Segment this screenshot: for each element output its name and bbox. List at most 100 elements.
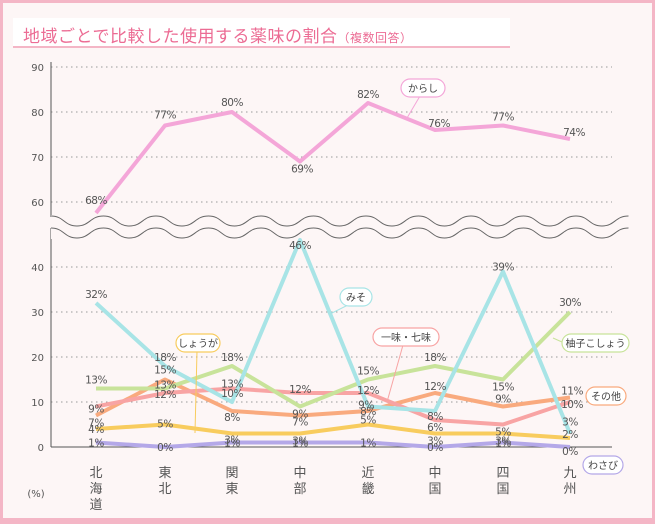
legend-leader-line xyxy=(552,337,563,343)
chart-title: 地域ごとで比較した使用する薬味の割合（複数回答） xyxy=(23,22,413,47)
data-label: 1% xyxy=(88,438,104,450)
x-category-label: 関 xyxy=(225,466,238,481)
data-label: 5% xyxy=(360,415,376,427)
data-label: 30% xyxy=(559,297,581,309)
data-label: 5% xyxy=(495,427,511,439)
x-category-label: 州 xyxy=(563,482,576,497)
title-note: （複数回答） xyxy=(337,31,413,45)
data-label: 13% xyxy=(85,375,107,387)
data-label: 74% xyxy=(563,127,585,139)
data-label: 1% xyxy=(360,438,376,450)
data-label: 13% xyxy=(221,379,243,391)
x-category-label: 北 xyxy=(89,466,102,481)
series-line-わさび xyxy=(95,440,571,449)
data-label: 69% xyxy=(291,164,313,176)
data-label: 12% xyxy=(357,385,379,397)
data-label: 18% xyxy=(154,352,176,364)
data-label: 32% xyxy=(85,289,107,301)
data-label: 15% xyxy=(492,382,514,394)
data-label: 11% xyxy=(561,386,583,398)
x-category-label: 国 xyxy=(428,482,441,497)
legend-callout-一味・七味 xyxy=(372,327,440,347)
x-category-label: 海 xyxy=(89,482,102,497)
data-label: 77% xyxy=(492,112,514,124)
x-category-label: 部 xyxy=(293,482,306,497)
data-label: 3% xyxy=(495,436,511,448)
data-label: 9% xyxy=(495,394,511,406)
axis-break-gap xyxy=(51,215,614,239)
data-label: 12% xyxy=(154,389,176,401)
x-category-label: 国 xyxy=(496,482,509,497)
legend-label: みそ xyxy=(346,292,366,304)
data-label: 39% xyxy=(492,262,514,274)
x-category-label: 四 xyxy=(496,466,509,481)
data-label: 15% xyxy=(154,365,176,377)
x-category-label: 道 xyxy=(89,498,102,513)
data-label: 9% xyxy=(358,400,374,412)
series-line-しょうが xyxy=(95,422,571,440)
data-label: 0% xyxy=(562,446,578,458)
y-tick-label: 80 xyxy=(31,108,44,119)
x-category-label: 畿 xyxy=(361,482,374,497)
data-label: 10% xyxy=(561,399,583,411)
y-tick-label: 10 xyxy=(31,398,44,409)
data-label: 76% xyxy=(428,118,450,130)
legend-callout-わさび xyxy=(582,455,624,475)
y-tick-label: 40 xyxy=(31,263,44,274)
legend-callout-しょうが xyxy=(175,333,221,353)
legend-label: その他 xyxy=(591,390,621,403)
data-label: 82% xyxy=(357,89,379,101)
x-category-label: 九 xyxy=(563,466,576,481)
legend-label: 一味・七味 xyxy=(381,332,431,344)
legend-callout-柚子こしょう xyxy=(561,333,630,353)
data-label: 7% xyxy=(292,417,308,429)
data-label: 1% xyxy=(224,438,240,450)
title-text: 地域ごとで比較した使用する薬味の割合 xyxy=(23,27,338,47)
data-label: 3% xyxy=(292,436,308,448)
legend-leader-line xyxy=(194,350,198,434)
axis-break-wave xyxy=(50,227,629,239)
data-label: 8% xyxy=(427,411,443,423)
data-label: 6% xyxy=(427,422,443,434)
data-label: 12% xyxy=(424,381,446,393)
y-tick-label: 70 xyxy=(31,153,44,164)
y-tick-label: 60 xyxy=(31,198,44,209)
title-box: 地域ごとで比較した使用する薬味の割合（複数回答） xyxy=(13,18,510,48)
y-tick-label: 30 xyxy=(31,308,44,319)
data-label: 80% xyxy=(221,97,243,109)
data-label: 77% xyxy=(154,110,176,122)
legend-label: しょうが xyxy=(178,337,218,350)
data-label: 3% xyxy=(562,417,578,429)
data-label: 9% xyxy=(292,409,308,421)
x-category-label: 東 xyxy=(158,465,171,481)
data-label: 1% xyxy=(292,438,308,450)
data-label: 8% xyxy=(224,412,240,424)
legend-callout-みそ xyxy=(339,287,373,307)
series-line-からし xyxy=(94,101,571,215)
data-label: 7% xyxy=(88,418,104,430)
series-line-柚子こしょう xyxy=(96,310,572,409)
x-category-label: 東 xyxy=(225,481,238,497)
series-line-みそ xyxy=(94,238,572,435)
y-tick-label: 20 xyxy=(31,353,44,364)
data-label: 4% xyxy=(88,424,104,436)
data-label: 13% xyxy=(154,380,176,392)
data-label: 8% xyxy=(360,406,376,418)
x-category-label: 中 xyxy=(293,466,306,481)
data-label: 15% xyxy=(357,366,379,378)
data-label: 46% xyxy=(289,240,311,252)
data-label: 9% xyxy=(88,404,104,416)
data-label: 0% xyxy=(157,442,173,454)
data-label: 18% xyxy=(424,352,446,364)
data-label: 12% xyxy=(289,384,311,396)
x-category-label: 中 xyxy=(428,466,441,481)
x-category-label: 近 xyxy=(361,466,374,481)
legend-label: からし xyxy=(408,83,438,95)
data-label: 1% xyxy=(495,438,511,450)
legend-leader-line xyxy=(406,95,421,119)
legend-label: わさび xyxy=(588,460,618,472)
data-label: 68% xyxy=(85,195,107,207)
data-label: 10% xyxy=(221,388,243,400)
legend-leader-line xyxy=(386,344,404,403)
